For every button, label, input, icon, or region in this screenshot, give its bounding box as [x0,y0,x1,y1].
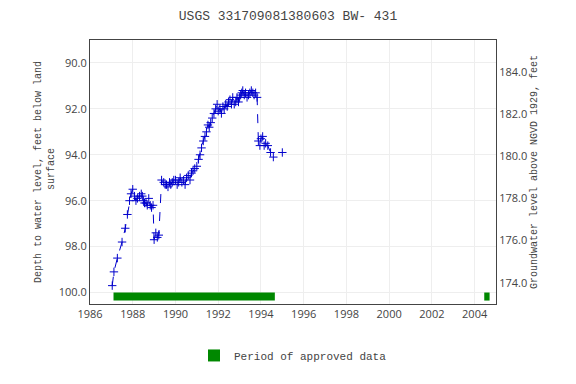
svg-text:184.0: 184.0 [499,64,527,79]
svg-text:180.0: 180.0 [499,148,527,163]
svg-text:2002: 2002 [419,306,444,321]
svg-text:98.0: 98.0 [65,238,87,253]
svg-text:176.0: 176.0 [499,232,527,247]
svg-text:1996: 1996 [291,306,316,321]
svg-text:92.0: 92.0 [65,101,87,116]
svg-text:182.0: 182.0 [499,106,527,121]
svg-text:90.0: 90.0 [65,55,87,70]
svg-text:1994: 1994 [248,306,274,321]
svg-text:1992: 1992 [206,306,231,321]
svg-text:2004: 2004 [462,306,488,321]
svg-text:1998: 1998 [334,306,359,321]
svg-text:Period of approved data: Period of approved data [234,351,386,363]
svg-text:1986: 1986 [77,306,102,321]
svg-text:Depth to water level, feet bel: Depth to water level, feet below land su… [33,61,57,283]
svg-text:Groundwater level above NGVD 1: Groundwater level above NGVD 1929, feet [529,55,540,289]
svg-text:1990: 1990 [163,306,188,321]
svg-text:174.0: 174.0 [499,275,527,290]
svg-text:2000: 2000 [377,306,402,321]
svg-text:100.0: 100.0 [59,284,87,299]
svg-text:1988: 1988 [120,306,145,321]
svg-text:94.0: 94.0 [65,147,87,162]
svg-text:USGS 331709081380603 BW- 431: USGS 331709081380603 BW- 431 [179,9,398,24]
svg-text:96.0: 96.0 [65,193,87,208]
svg-text:178.0: 178.0 [499,190,527,205]
